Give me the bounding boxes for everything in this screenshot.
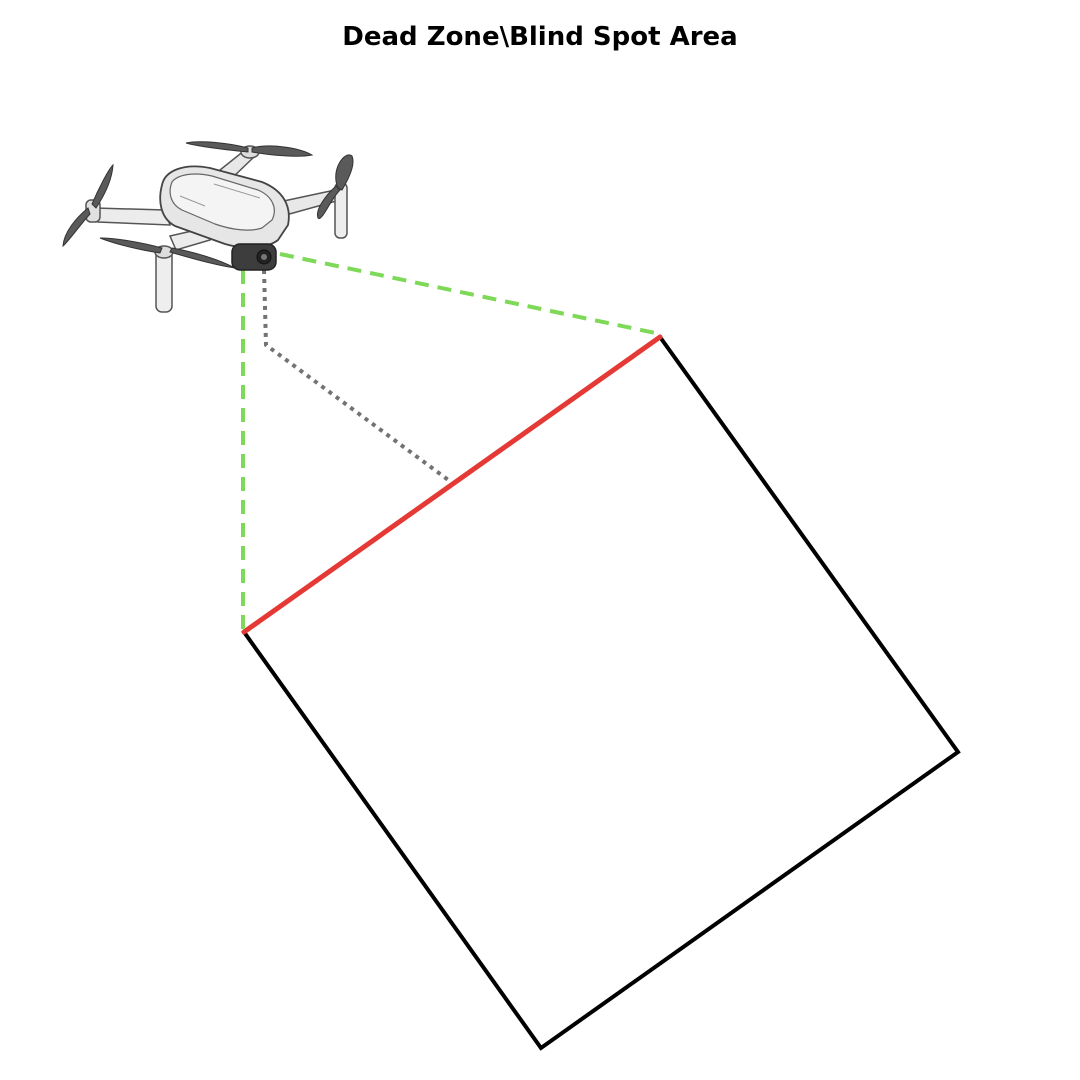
drone-icon [62,141,354,313]
fov-line-right [279,252,661,336]
ground-area-square [241,334,961,1051]
diagram-title: Dead Zone\Blind Spot Area [342,22,738,52]
dead-zone-edge [241,334,663,635]
nadir-dotted-line [262,269,453,484]
